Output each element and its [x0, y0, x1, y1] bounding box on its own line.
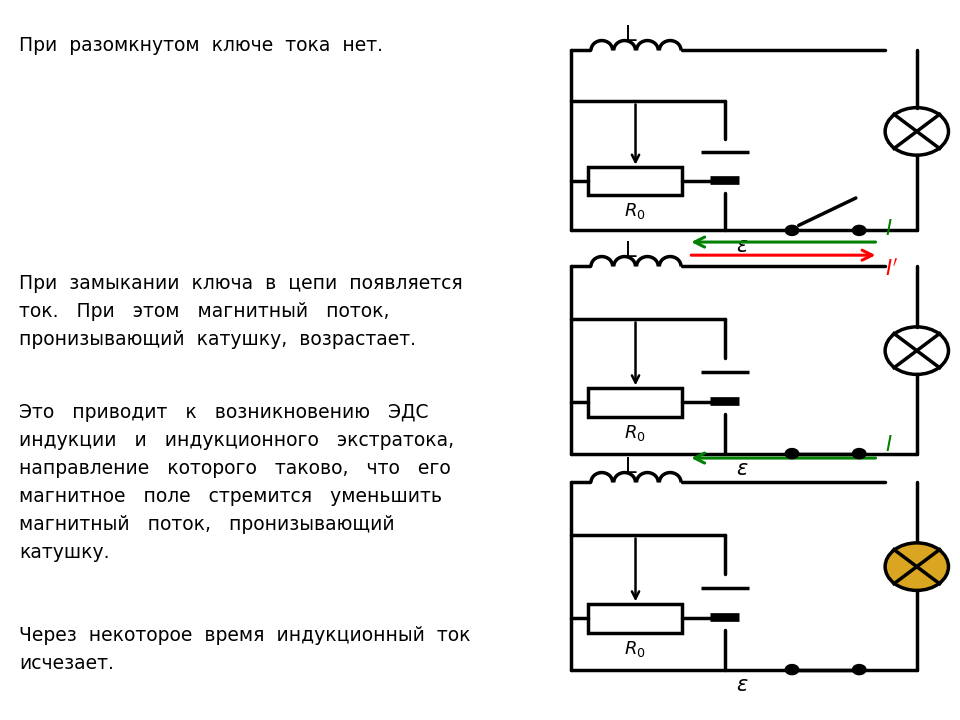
Text: При  разомкнутом  ключе  тока  нет.: При разомкнутом ключе тока нет. [19, 36, 383, 55]
Text: $I'$: $I'$ [885, 257, 899, 279]
Text: L: L [625, 456, 637, 477]
Bar [588, 387, 682, 417]
Circle shape [785, 665, 799, 675]
Text: $R_0$: $R_0$ [624, 639, 646, 659]
Circle shape [852, 225, 866, 235]
Text: $\varepsilon$: $\varepsilon$ [736, 236, 749, 256]
Circle shape [852, 665, 866, 675]
Text: L: L [625, 240, 637, 261]
Bar [588, 603, 682, 633]
Text: $I$: $I$ [885, 435, 893, 455]
Text: $I$: $I$ [885, 219, 893, 239]
Circle shape [852, 449, 866, 459]
Circle shape [885, 543, 948, 590]
Text: $R_0$: $R_0$ [624, 423, 646, 443]
Circle shape [785, 225, 799, 235]
Text: $\varepsilon$: $\varepsilon$ [736, 675, 749, 696]
Text: Через  некоторое  время  индукционный  ток
исчезает.: Через некоторое время индукционный ток и… [19, 626, 470, 673]
Text: Это   приводит   к   возникновению   ЭДС
индукции   и   индукционного   экстрато: Это приводит к возникновению ЭДС индукци… [19, 403, 454, 562]
Text: $\varepsilon$: $\varepsilon$ [736, 459, 749, 480]
Circle shape [785, 449, 799, 459]
Bar [588, 167, 682, 195]
Text: При  замыкании  ключа  в  цепи  появляется
ток.   При   этом   магнитный   поток: При замыкании ключа в цепи появляется то… [19, 274, 463, 348]
Text: L: L [625, 24, 637, 45]
Text: $R_0$: $R_0$ [624, 201, 646, 221]
